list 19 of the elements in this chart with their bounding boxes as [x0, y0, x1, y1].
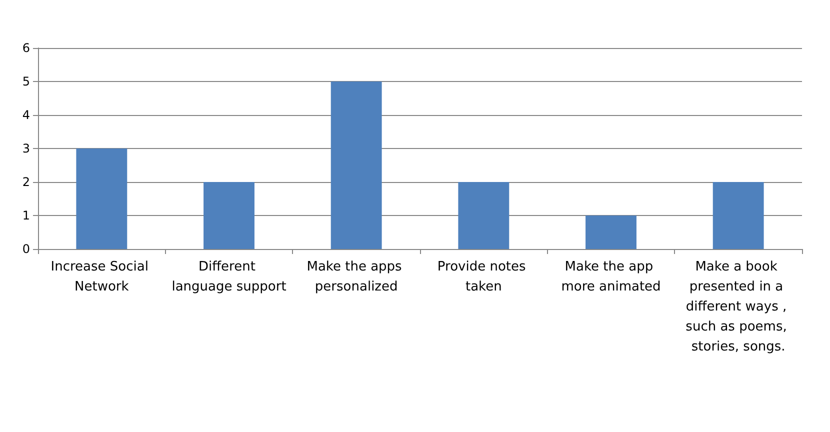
y-tick-label: 1: [22, 208, 30, 222]
y-tick-label: 0: [22, 242, 30, 256]
x-tick-label: Make a book presented in a different ways , such as poems, stories, songs.: [686, 260, 791, 354]
y-tick-label: 2: [22, 175, 30, 189]
bar: [586, 216, 636, 249]
bar: [712, 182, 764, 249]
x-tick-label: Make the apps personalized: [306, 260, 406, 294]
x-tick-label: Provide notes taken: [437, 260, 530, 294]
bar: [458, 182, 510, 249]
bar: [204, 182, 254, 249]
x-tick-label: Increase Social Network: [50, 260, 153, 294]
y-tick-label: 5: [22, 74, 30, 88]
x-tick-label: Different language support: [172, 260, 286, 294]
bar: [76, 148, 128, 249]
bar: [330, 82, 382, 249]
y-tick-label: 3: [22, 142, 30, 156]
x-tick-label: Make the app more animated: [561, 260, 661, 294]
y-tick-label: 6: [22, 41, 30, 55]
y-tick-label: 4: [22, 108, 30, 122]
